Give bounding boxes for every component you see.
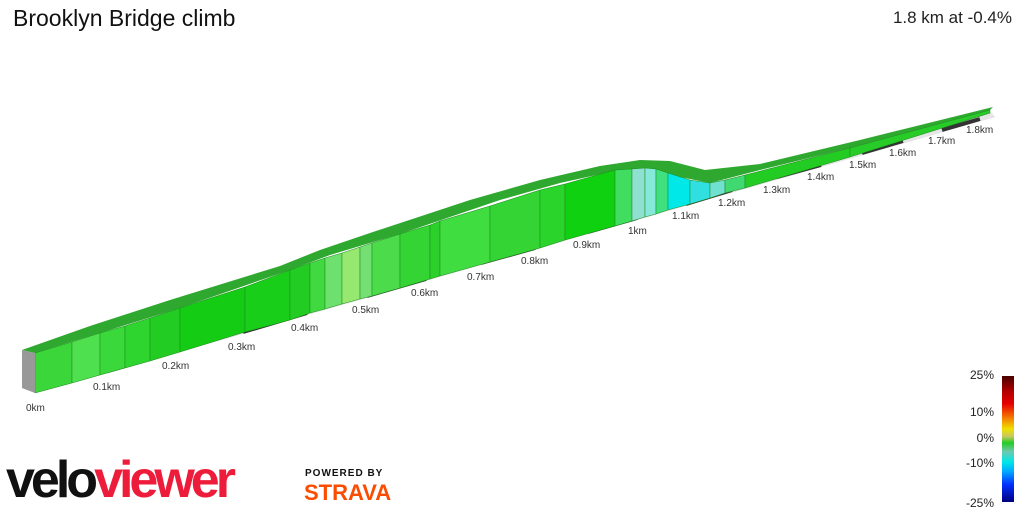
profile-end-cap bbox=[22, 350, 35, 393]
km-label: 1.1km bbox=[672, 211, 699, 222]
legend-label: 25% bbox=[969, 368, 994, 382]
km-label: 1.5km bbox=[849, 160, 876, 171]
km-label: 0.9km bbox=[573, 240, 600, 251]
km-label: 1.6km bbox=[889, 148, 916, 159]
km-label: 1.8km bbox=[966, 125, 993, 136]
strava-logo: STRAVA bbox=[304, 480, 392, 505]
distance-labels: 0km 0.1km 0.2km 0.3km 0.4km 0.5km 0.6km … bbox=[26, 125, 993, 414]
km-label: 1.2km bbox=[718, 198, 745, 209]
legend-label: 10% bbox=[969, 405, 994, 419]
km-label: 0km bbox=[26, 403, 45, 414]
profile-top-surface bbox=[22, 107, 993, 353]
legend-label: -25% bbox=[965, 496, 994, 510]
legend-label: -10% bbox=[965, 456, 994, 470]
km-label: 0.7km bbox=[467, 272, 494, 283]
km-label: 0.3km bbox=[228, 342, 255, 353]
powered-by-label: POWERED BY bbox=[305, 468, 384, 479]
gradient-legend: 25% 10% 0% -10% -25% bbox=[960, 368, 1024, 512]
km-label: 1.7km bbox=[928, 136, 955, 147]
km-label: 0.2km bbox=[162, 361, 189, 372]
km-label: 0.4km bbox=[291, 323, 318, 334]
km-label: 1.3km bbox=[763, 185, 790, 196]
profile-front-face bbox=[34, 109, 991, 394]
legend-label: 0% bbox=[976, 431, 994, 445]
logo-viewer: viewer bbox=[94, 451, 236, 509]
km-label: 0.1km bbox=[93, 382, 120, 393]
km-label: 0.8km bbox=[521, 256, 548, 267]
km-label: 0.6km bbox=[411, 288, 438, 299]
km-label: 0.5km bbox=[352, 305, 379, 316]
page-title: Brooklyn Bridge climb bbox=[13, 5, 236, 31]
logo-velo: velo bbox=[6, 451, 98, 509]
veloviewer-logo: veloviewer bbox=[6, 451, 236, 509]
km-label: 1.4km bbox=[807, 172, 834, 183]
km-label: 1km bbox=[628, 226, 647, 237]
gradient-color-bar bbox=[1002, 376, 1014, 502]
segment-summary: 1.8 km at -0.4% bbox=[892, 8, 1012, 27]
